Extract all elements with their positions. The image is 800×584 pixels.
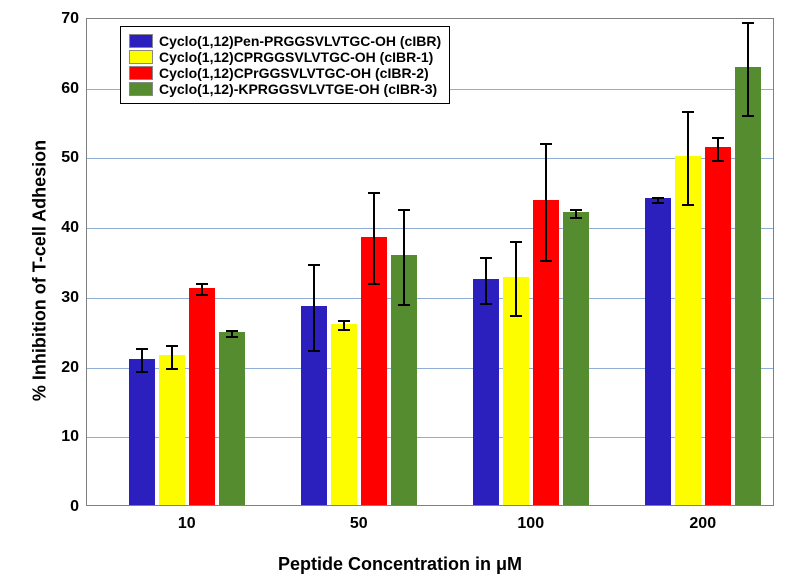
y-axis-title: % Inhibition of T-cell Adhesion bbox=[30, 121, 51, 421]
y-tick-label: 50 bbox=[61, 149, 79, 167]
x-axis-title-text: Peptide Concentration in μM bbox=[278, 554, 522, 574]
error-cap bbox=[308, 264, 320, 266]
bar bbox=[159, 355, 185, 505]
error-cap bbox=[338, 320, 350, 322]
error-bar bbox=[747, 22, 749, 117]
error-cap bbox=[540, 143, 552, 145]
error-cap bbox=[682, 204, 694, 206]
bar bbox=[735, 67, 761, 505]
y-tick-label: 10 bbox=[61, 428, 79, 446]
error-cap bbox=[166, 345, 178, 347]
error-cap bbox=[480, 303, 492, 305]
x-tick-label: 10 bbox=[178, 515, 196, 533]
error-cap bbox=[712, 137, 724, 139]
error-cap bbox=[510, 315, 522, 317]
y-tick-label: 0 bbox=[70, 498, 79, 516]
error-cap bbox=[368, 283, 380, 285]
bar bbox=[129, 359, 155, 505]
error-cap bbox=[398, 304, 410, 306]
error-cap bbox=[338, 329, 350, 331]
error-bar bbox=[687, 111, 689, 206]
error-bar bbox=[485, 257, 487, 304]
bar bbox=[675, 156, 701, 505]
error-cap bbox=[398, 209, 410, 211]
y-tick-label: 60 bbox=[61, 80, 79, 98]
error-cap bbox=[742, 115, 754, 117]
x-tick-label: 200 bbox=[689, 515, 716, 533]
error-bar bbox=[373, 192, 375, 285]
error-cap bbox=[540, 260, 552, 262]
bar bbox=[563, 212, 589, 505]
error-cap bbox=[570, 217, 582, 219]
error-cap bbox=[652, 197, 664, 199]
error-cap bbox=[166, 368, 178, 370]
error-cap bbox=[196, 283, 208, 285]
gridline bbox=[87, 158, 773, 159]
error-cap bbox=[308, 350, 320, 352]
error-cap bbox=[136, 348, 148, 350]
y-tick-label: 20 bbox=[61, 359, 79, 377]
bar bbox=[705, 147, 731, 505]
error-bar bbox=[141, 348, 143, 373]
bar bbox=[473, 279, 499, 505]
legend-label: Cyclo(1,12)-KPRGGSVLVTGE-OH (cIBR-3) bbox=[159, 81, 437, 97]
error-bar bbox=[313, 264, 315, 352]
error-cap bbox=[480, 257, 492, 259]
legend-item: Cyclo(1,12)CPrGGSVLVTGC-OH (cIBR-2) bbox=[129, 65, 441, 81]
error-cap bbox=[570, 209, 582, 211]
legend-swatch bbox=[129, 50, 153, 64]
bar bbox=[331, 324, 357, 505]
error-cap bbox=[712, 160, 724, 162]
y-tick-label: 70 bbox=[61, 10, 79, 28]
y-tick-label: 30 bbox=[61, 289, 79, 307]
legend-swatch bbox=[129, 34, 153, 48]
error-cap bbox=[510, 241, 522, 243]
legend-item: Cyclo(1,12)CPRGGSVLVTGC-OH (cIBR-1) bbox=[129, 49, 441, 65]
legend-swatch bbox=[129, 82, 153, 96]
error-cap bbox=[196, 294, 208, 296]
error-cap bbox=[226, 330, 238, 332]
bar bbox=[219, 332, 245, 505]
legend-label: Cyclo(1,12)CPrGGSVLVTGC-OH (cIBR-2) bbox=[159, 65, 429, 81]
legend-swatch bbox=[129, 66, 153, 80]
legend-label: Cyclo(1,12)Pen-PRGGSVLVTGC-OH (cIBR) bbox=[159, 33, 441, 49]
legend-label: Cyclo(1,12)CPRGGSVLVTGC-OH (cIBR-1) bbox=[159, 49, 433, 65]
x-tick-label: 50 bbox=[350, 515, 368, 533]
error-bar bbox=[171, 345, 173, 370]
legend: Cyclo(1,12)Pen-PRGGSVLVTGC-OH (cIBR)Cycl… bbox=[120, 26, 450, 104]
legend-item: Cyclo(1,12)-KPRGGSVLVTGE-OH (cIBR-3) bbox=[129, 81, 441, 97]
bar bbox=[189, 288, 215, 506]
y-tick-label: 40 bbox=[61, 219, 79, 237]
error-bar bbox=[515, 241, 517, 318]
legend-item: Cyclo(1,12)Pen-PRGGSVLVTGC-OH (cIBR) bbox=[129, 33, 441, 49]
error-bar bbox=[717, 137, 719, 162]
error-cap bbox=[682, 111, 694, 113]
error-cap bbox=[652, 202, 664, 204]
bar bbox=[645, 198, 671, 505]
error-cap bbox=[226, 336, 238, 338]
error-bar bbox=[403, 209, 405, 307]
error-bar bbox=[545, 143, 547, 262]
error-cap bbox=[368, 192, 380, 194]
error-cap bbox=[136, 371, 148, 373]
error-cap bbox=[742, 22, 754, 24]
x-tick-label: 100 bbox=[517, 515, 544, 533]
x-axis-title: Peptide Concentration in μM bbox=[278, 554, 522, 575]
bar-chart: % Inhibition of T-cell Adhesion 0 10 20 30 4… bbox=[0, 0, 800, 584]
